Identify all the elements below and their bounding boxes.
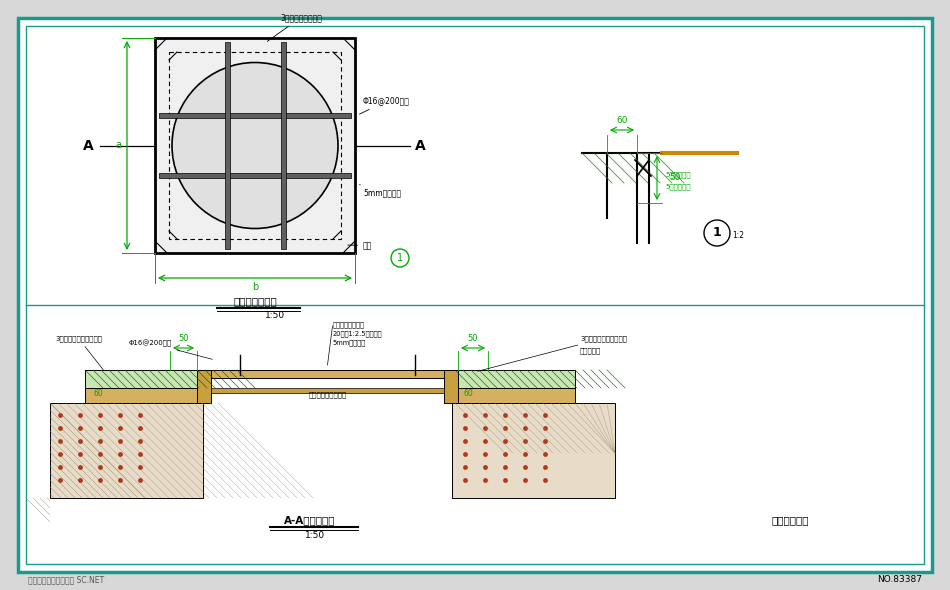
Bar	[197, 370, 211, 403]
Text: 1:50: 1:50	[265, 311, 285, 320]
Text: 50: 50	[669, 173, 680, 182]
Bar	[455, 370, 575, 388]
Bar	[159, 173, 351, 178]
Text: A: A	[83, 139, 93, 152]
Bar	[85, 388, 203, 403]
Circle shape	[172, 63, 338, 228]
Text: 混凝土或其他基底层: 混凝土或其他基底层	[309, 391, 347, 398]
Text: 3层不锈钔板或型材外层: 3层不锈钔板或型材外层	[478, 335, 627, 371]
Text: 5mm不锈钔板: 5mm不锈钔板	[360, 185, 401, 198]
Bar	[50, 403, 203, 498]
Text: 20厘簱1:2.5水泵研浆: 20厘簱1:2.5水泵研浆	[332, 330, 382, 337]
Text: Φ16@200间距: Φ16@200间距	[128, 339, 212, 359]
Bar	[452, 388, 575, 403]
Text: 50: 50	[179, 334, 189, 343]
Text: 1: 1	[712, 227, 721, 240]
Text: Φ16@200间距: Φ16@200间距	[359, 96, 409, 114]
Bar	[197, 370, 458, 378]
Text: b: b	[252, 282, 258, 292]
Text: 3层不锈钔板或型材: 3层不锈钔板或型材	[267, 13, 322, 41]
Bar	[224, 42, 230, 249]
Text: 路面井盖详图: 路面井盖详图	[771, 515, 808, 525]
Text: 3层不锈钔板或型材面层: 3层不锈钔板或型材面层	[55, 335, 104, 370]
Text: 1:50: 1:50	[305, 531, 325, 540]
Bar	[211, 388, 444, 393]
Text: 60: 60	[463, 389, 473, 398]
Text: 5层不锈钔板: 5层不锈钔板	[665, 183, 691, 189]
Bar	[155, 38, 355, 253]
Text: 50: 50	[467, 334, 478, 343]
Bar	[452, 403, 615, 498]
Text: 1:2: 1:2	[732, 231, 744, 240]
Text: 内活面层平接处理: 内活面层平接处理	[332, 321, 365, 327]
Bar	[159, 113, 351, 118]
Text: 60: 60	[93, 389, 103, 398]
Bar	[85, 370, 200, 388]
Text: a: a	[115, 140, 121, 150]
Text: 镜盖: 镜盖	[348, 241, 372, 250]
Text: 典尚建筑素材网工程网 SC.NET: 典尚建筑素材网工程网 SC.NET	[28, 575, 104, 585]
Text: A: A	[414, 139, 426, 152]
Bar	[169, 52, 341, 239]
Bar	[444, 370, 458, 403]
Text: NO.83387: NO.83387	[877, 575, 922, 585]
Text: 5层不锈钔板: 5层不锈钔板	[665, 171, 691, 178]
Text: A-A剪面大样图: A-A剪面大样图	[284, 515, 335, 525]
Text: 60: 60	[617, 116, 628, 125]
Text: 5mm不锈钔板: 5mm不锈钔板	[332, 339, 366, 346]
Text: 路面层做法: 路面层做法	[580, 347, 601, 353]
Bar	[280, 42, 286, 249]
Text: 1: 1	[397, 253, 403, 263]
Text: 路面井盖平面图: 路面井盖平面图	[233, 296, 276, 306]
